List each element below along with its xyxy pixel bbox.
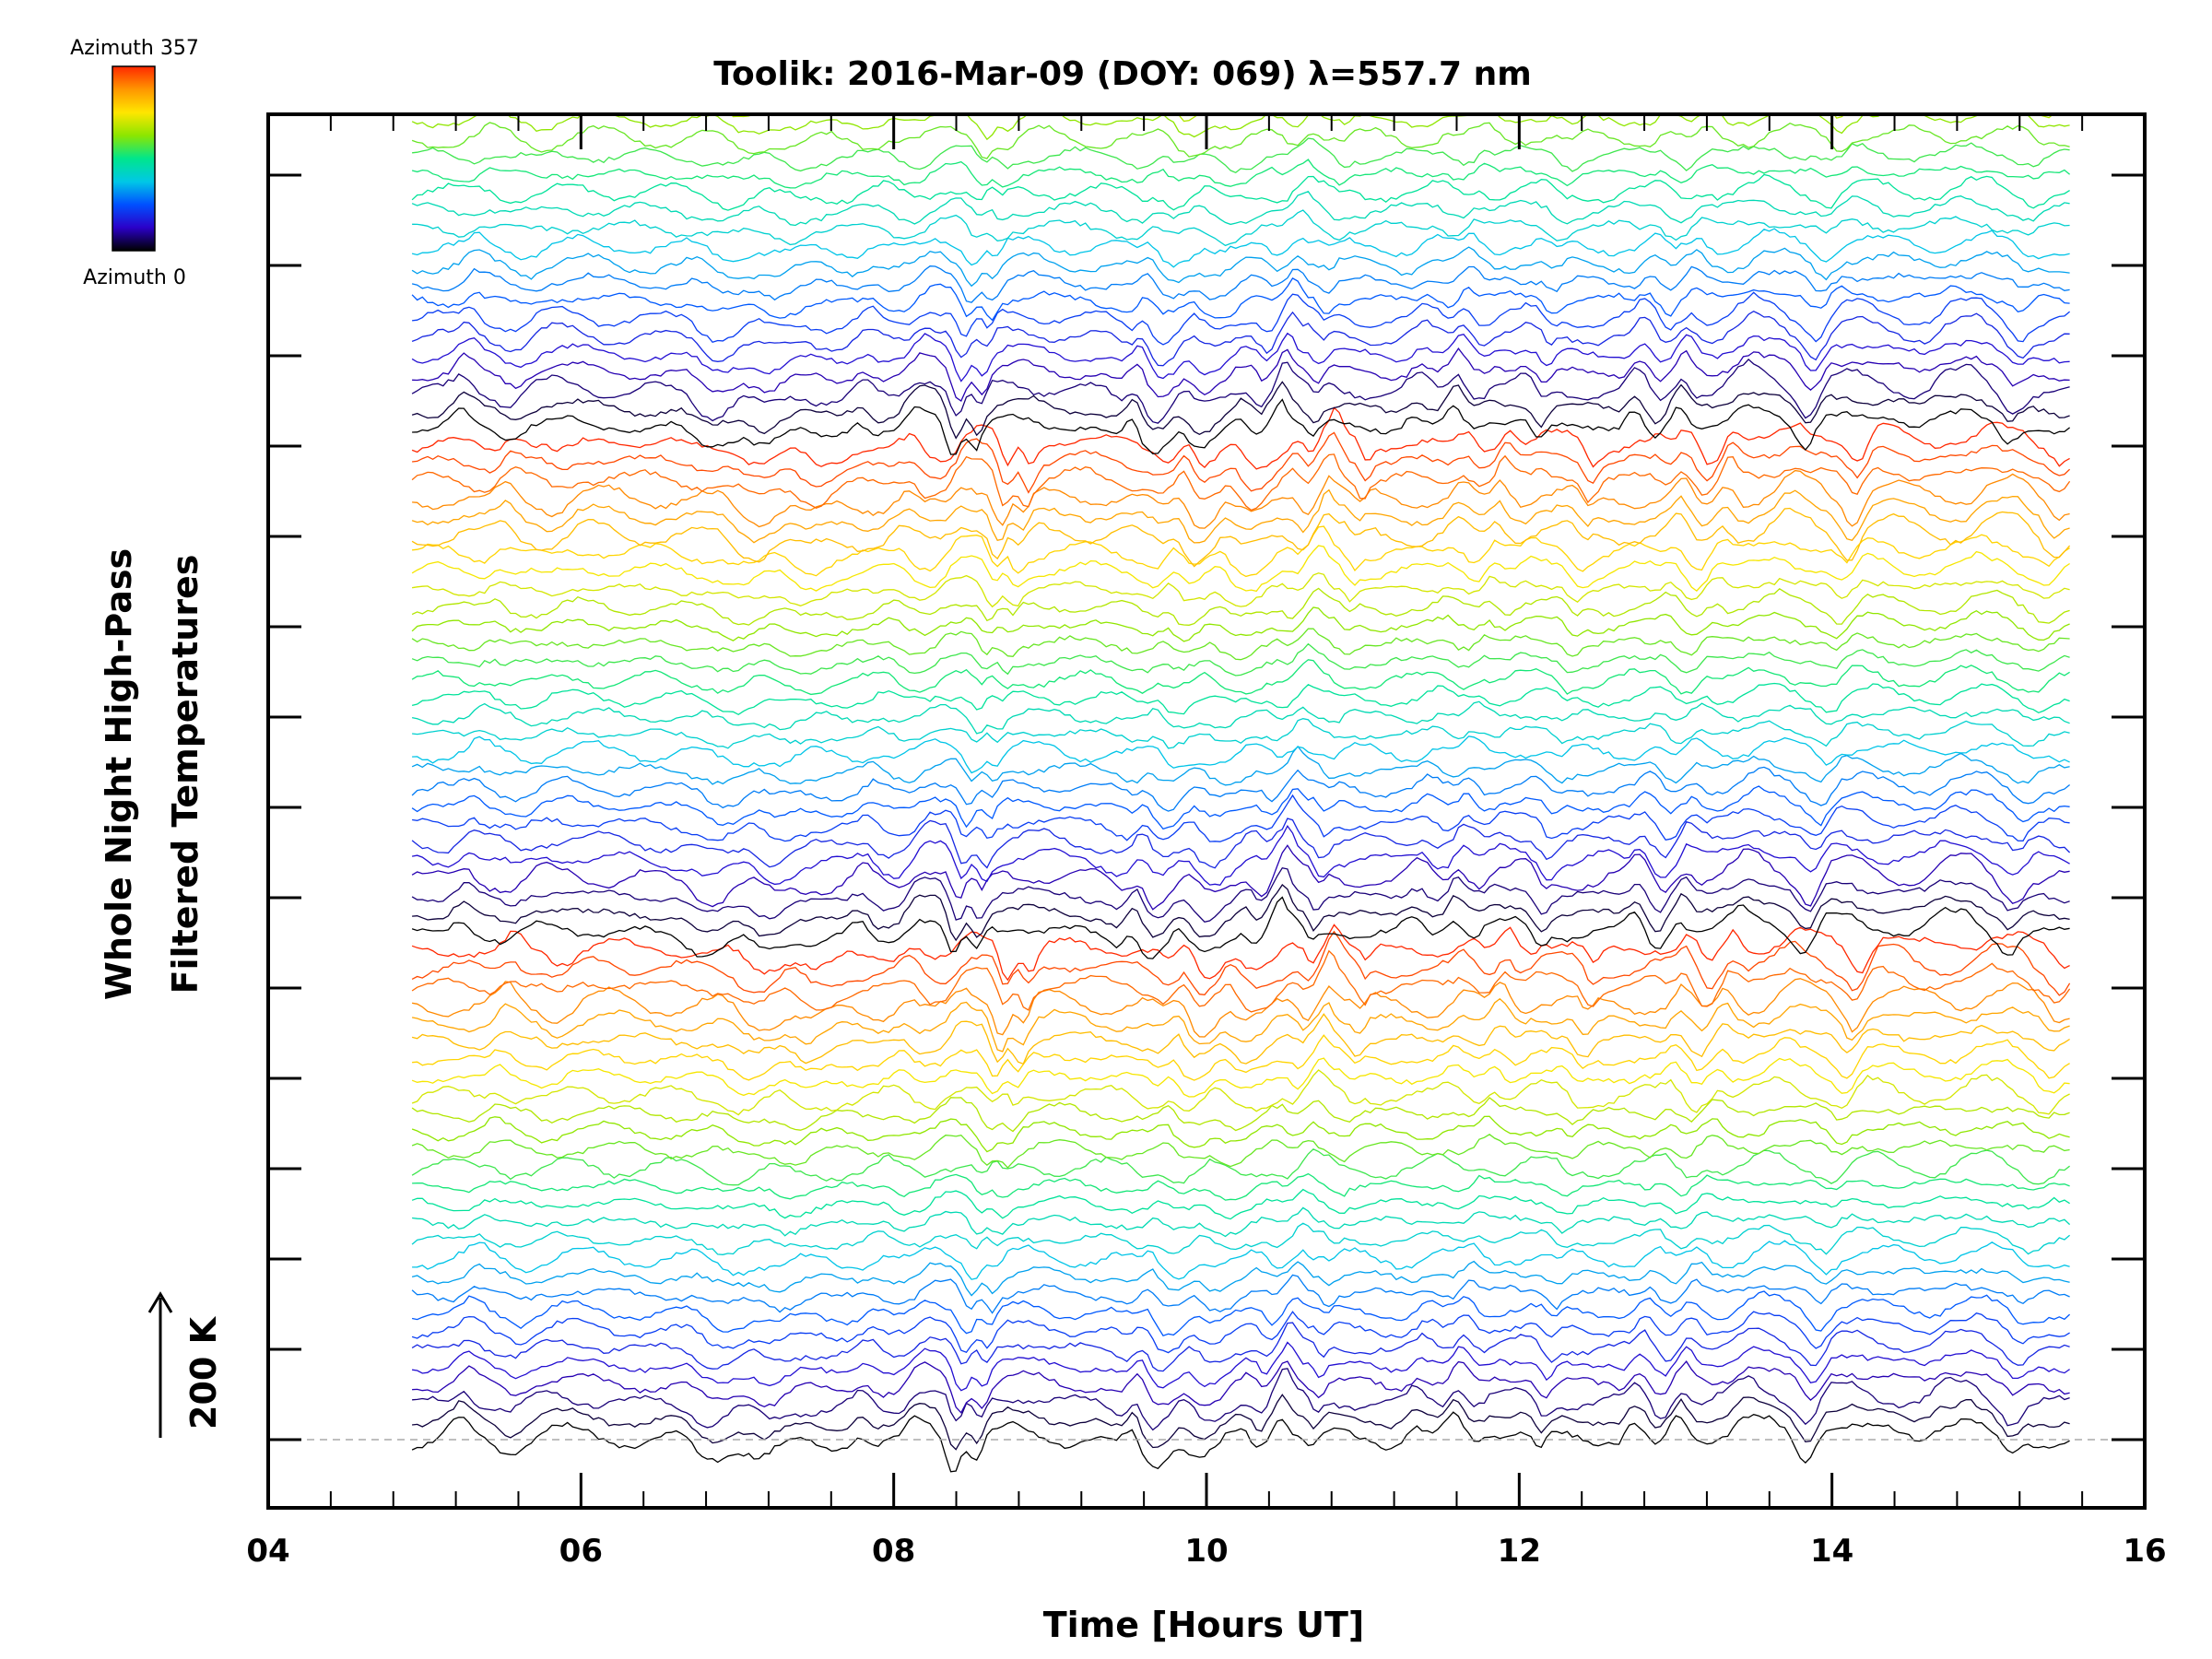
- series-line: [412, 1341, 2070, 1392]
- y-axis-label-line2: Filtered Temperatures: [165, 555, 206, 994]
- x-tick-label: 04: [246, 1533, 289, 1570]
- scale-bar-label: 200 K: [183, 1315, 224, 1430]
- series-line: [411, 159, 2071, 189]
- series-line: [411, 332, 2070, 382]
- series-line: [411, 766, 2071, 812]
- series-line: [411, 1222, 2071, 1255]
- series-line: [412, 0, 2070, 23]
- series-line: [411, 745, 2070, 786]
- series-line: [412, 1360, 2070, 1414]
- series-line: [412, 1240, 2070, 1280]
- series-line: [412, 291, 2071, 346]
- series-line: [411, 1260, 2070, 1297]
- series-line: [411, 659, 2070, 696]
- series-line: [412, 137, 2070, 174]
- series-line: [411, 277, 2070, 322]
- series-line: [411, 122, 2070, 159]
- series-line: [412, 1172, 2070, 1201]
- series-line: [411, 997, 2070, 1053]
- series-line: [412, 398, 2071, 455]
- series-line: [411, 265, 2070, 303]
- series-line: [412, 884, 2070, 942]
- series-line: [411, 1013, 2070, 1065]
- series-line: [411, 1274, 2070, 1314]
- series-line: [411, 1097, 2070, 1133]
- series-line: [411, 1290, 2071, 1336]
- x-tick-label: 10: [1184, 1533, 1228, 1570]
- series-line: [412, 209, 2070, 247]
- series-line: [411, 844, 2070, 911]
- scale-bar: 200 K: [147, 1291, 224, 1438]
- series-line: [412, 1206, 2071, 1238]
- series-line: [411, 1411, 2070, 1473]
- series-line: [411, 700, 2070, 735]
- series-line: [411, 1134, 2070, 1169]
- series-layer: [411, 0, 2071, 1473]
- x-tick-label: 08: [872, 1533, 915, 1570]
- series-line: [412, 0, 2070, 38]
- colorbar-top-label: Azimuth 357: [70, 37, 199, 60]
- series-line: [411, 406, 2070, 470]
- series-line: [412, 794, 2070, 842]
- series-line: [412, 525, 2070, 578]
- series-line: [411, 896, 2070, 959]
- series-line: [411, 785, 2070, 830]
- series-line: [411, 978, 2070, 1038]
- series-line: [411, 628, 2070, 661]
- y-axis-label-line1: Whole Night High-Pass: [99, 548, 139, 1000]
- x-tick-label: 16: [2123, 1533, 2166, 1570]
- series-line: [411, 1057, 2070, 1098]
- scale-bar-arrow-head: [147, 1291, 173, 1313]
- series-line: [411, 1188, 2070, 1220]
- series-line: [411, 246, 2070, 288]
- series-line: [411, 1069, 2070, 1116]
- x-tick-label: 06: [559, 1533, 603, 1570]
- series-line: [411, 572, 2070, 608]
- series-line: [411, 114, 2070, 141]
- series-line: [411, 642, 2070, 677]
- series-line: [411, 1148, 2070, 1186]
- series-line: [411, 488, 2070, 544]
- series-line: [411, 818, 2071, 869]
- series-line: [411, 358, 2070, 424]
- series-line: [412, 1034, 2070, 1081]
- series-line: [411, 545, 2070, 593]
- series-line: [412, 718, 2070, 749]
- colorbar-gradient: [112, 65, 156, 252]
- series-line: [411, 1115, 2070, 1153]
- series-line: [411, 453, 2071, 512]
- x-tick-label: 14: [1810, 1533, 1853, 1570]
- series-line: [411, 381, 2070, 440]
- ticks-layer: 04 06 08 10 12 14 16: [246, 114, 2167, 1570]
- series-line: [411, 606, 2070, 642]
- series-line: [411, 682, 2070, 716]
- series-line: [412, 469, 2070, 529]
- series-line: [411, 1322, 2070, 1372]
- series-line: [411, 930, 2071, 996]
- series-line: [412, 735, 2070, 774]
- series-line: [411, 924, 2070, 982]
- series-line: [411, 173, 2070, 211]
- series-line: [412, 431, 2071, 494]
- series-line: [412, 347, 2070, 402]
- chart-title: Toolik: 2016-Mar-09 (DOY: 069) λ=557.7 n…: [713, 55, 1532, 93]
- series-line: [412, 1, 2070, 52]
- colorbar-bottom-label: Azimuth 0: [83, 266, 186, 289]
- series-line: [412, 1368, 2070, 1431]
- series-line: [411, 866, 2070, 924]
- series-line: [412, 1394, 2070, 1451]
- series-line: [411, 228, 2070, 268]
- series-line: [411, 191, 2070, 227]
- series-line: [411, 507, 2071, 568]
- series-line: [411, 824, 2070, 887]
- x-tick-label: 12: [1498, 1533, 1541, 1570]
- series-line: [411, 949, 2071, 1013]
- x-axis-label: Time [Hours UT]: [1043, 1605, 1365, 1645]
- series-line: [411, 310, 2070, 367]
- colorbar: Azimuth 357 Azimuth 0: [70, 37, 199, 289]
- series-line: [411, 1311, 2070, 1354]
- series-line: [411, 587, 2070, 626]
